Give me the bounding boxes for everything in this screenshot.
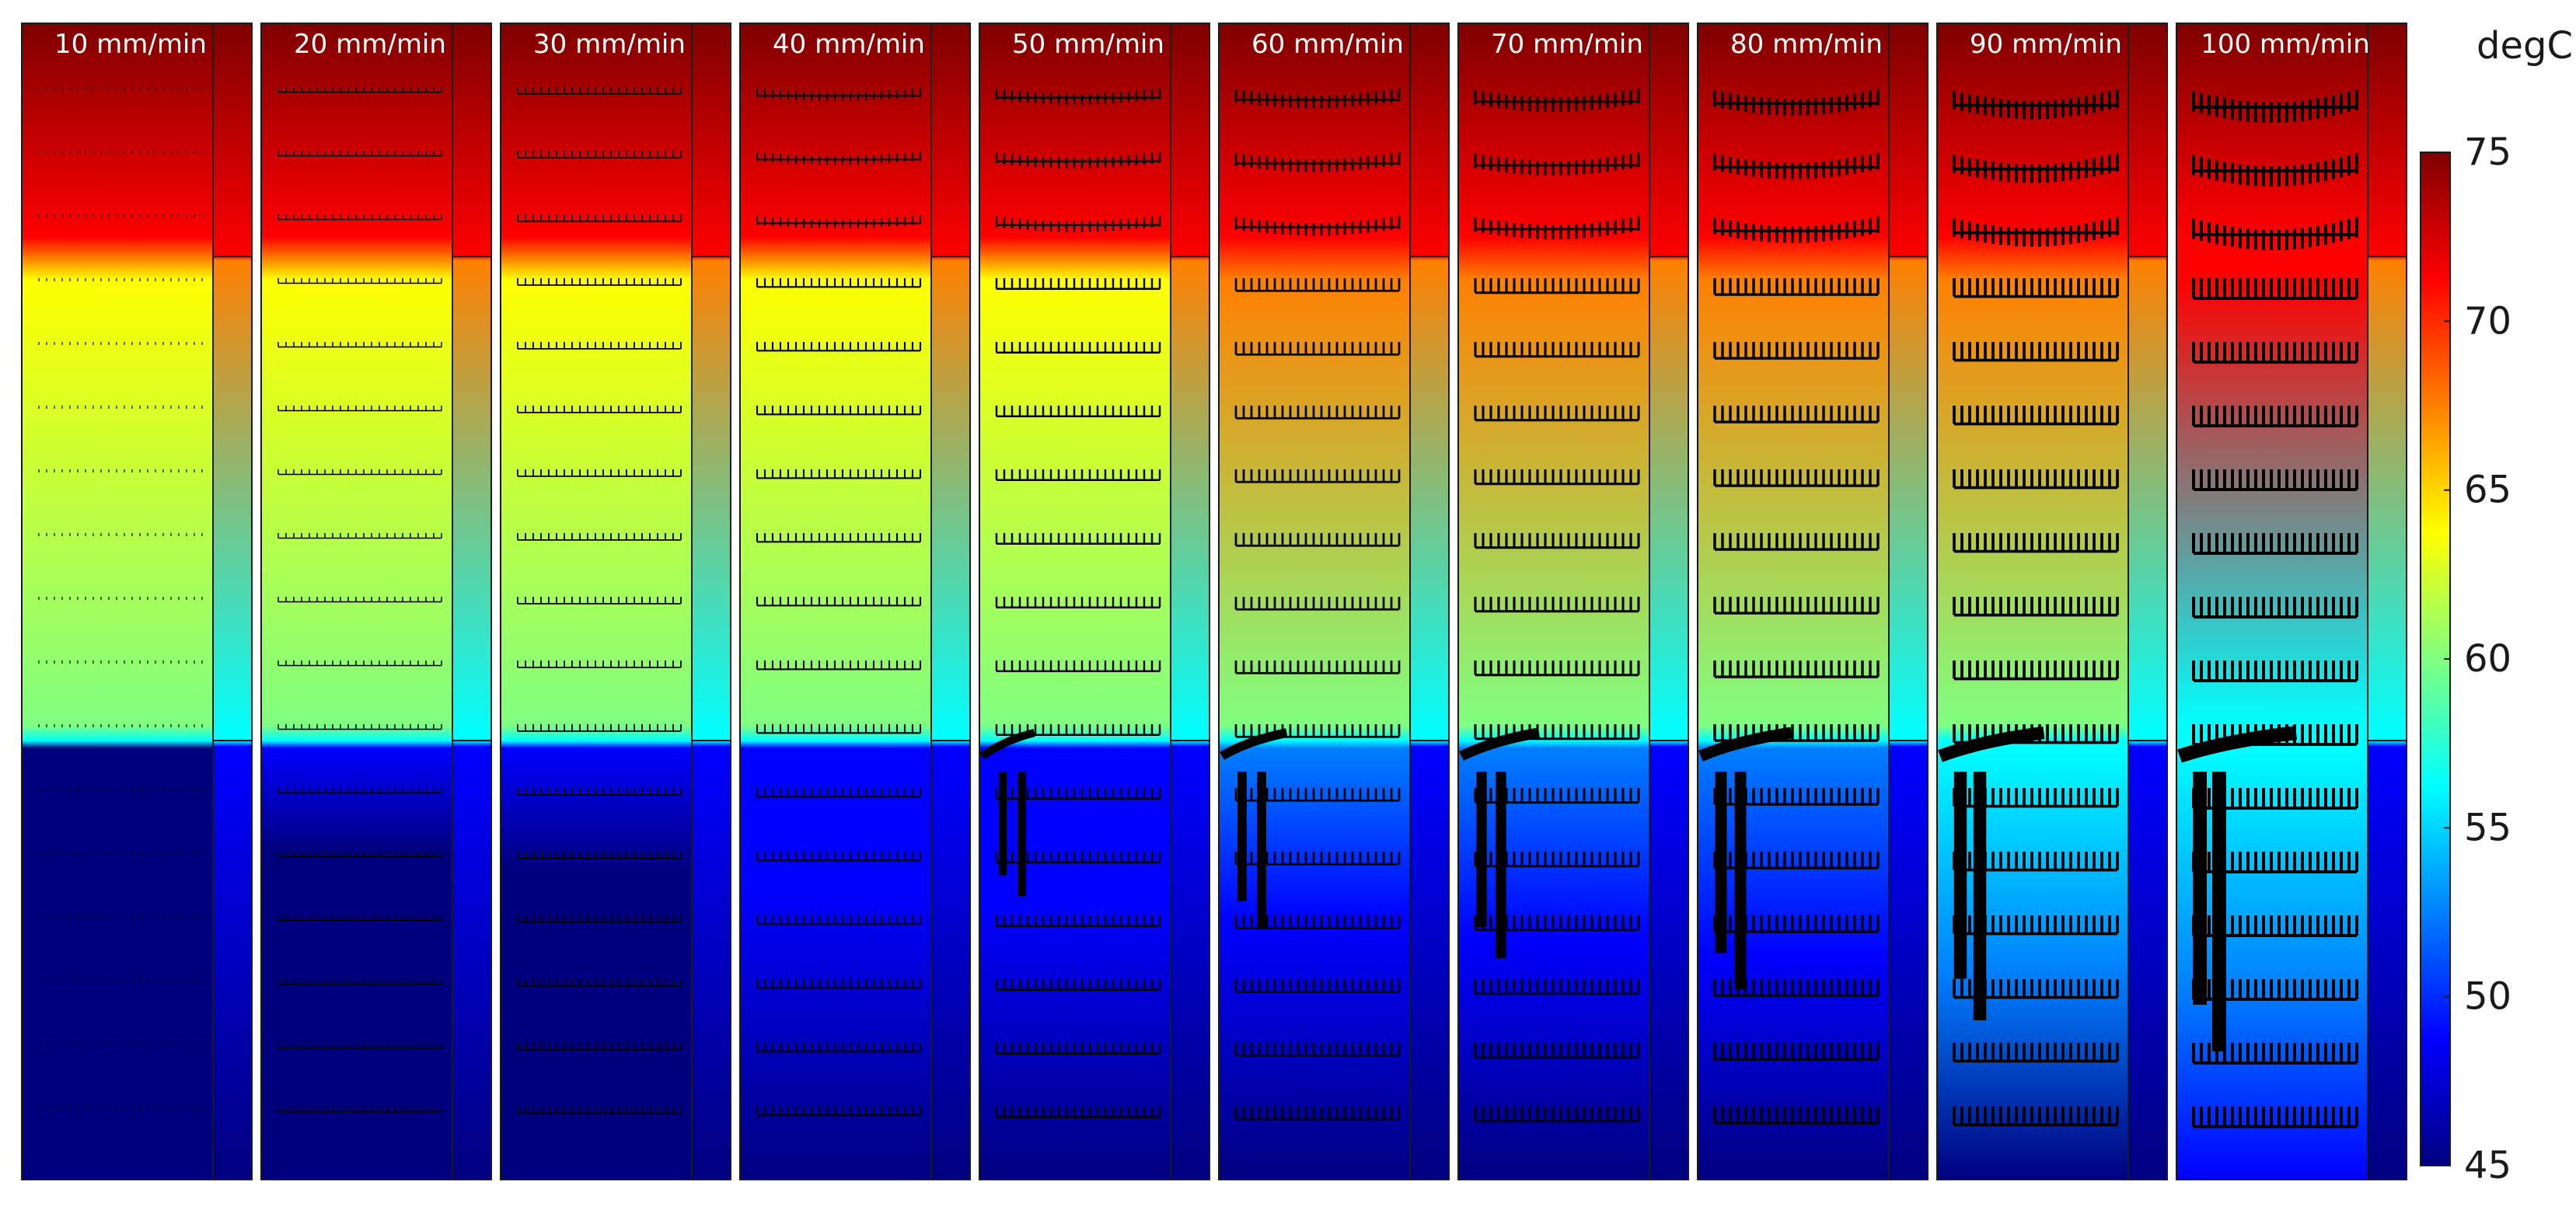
panel-10: 10 mm/min xyxy=(21,23,253,1180)
panel-label: 60 mm/min xyxy=(1251,29,1404,60)
wall-strip xyxy=(692,23,731,1180)
panel-label: 90 mm/min xyxy=(1970,29,2122,60)
panel-20: 20 mm/min xyxy=(260,23,492,1180)
colorbar-tick-label: 70 xyxy=(2464,299,2511,343)
panel-border xyxy=(500,23,731,1180)
panel-border xyxy=(979,23,1210,1180)
velocity-arrows xyxy=(1938,89,2119,1127)
panel-border xyxy=(1936,23,2168,1180)
velocity-arrows xyxy=(756,88,922,1117)
panel-40: 40 mm/min xyxy=(739,23,971,1180)
velocity-arrows xyxy=(2177,89,2358,1128)
velocity-arrows xyxy=(1219,88,1401,1121)
wall-strip xyxy=(1410,23,1449,1180)
wall-strip xyxy=(452,23,491,1180)
panel-border xyxy=(1457,23,1689,1180)
panel-60: 60 mm/min xyxy=(1218,23,1450,1180)
wall-strip xyxy=(1171,23,1209,1180)
panel-70: 70 mm/min xyxy=(1457,23,1689,1180)
panel-label: 40 mm/min xyxy=(773,29,925,60)
panel-80: 80 mm/min xyxy=(1697,23,1929,1180)
panel-label: 100 mm/min xyxy=(2201,29,2370,60)
panel-border xyxy=(21,23,253,1180)
velocity-arrows xyxy=(1459,89,1640,1123)
colorbar-tick-label: 45 xyxy=(2464,1144,2511,1187)
velocity-arrows xyxy=(38,87,203,1110)
panel-30: 30 mm/min xyxy=(500,23,731,1180)
colorbar-tick-label: 55 xyxy=(2464,806,2511,849)
colorbar-title: degC xyxy=(2477,24,2573,68)
panel-border xyxy=(2176,23,2407,1180)
panel-label: 80 mm/min xyxy=(1730,29,1883,60)
velocity-arrows xyxy=(277,87,442,1113)
colorbar-tick-label: 65 xyxy=(2464,469,2511,512)
panel-label: 20 mm/min xyxy=(294,29,446,60)
panel-border xyxy=(739,23,971,1180)
panel-border xyxy=(260,23,492,1180)
colorbar-tick-label: 75 xyxy=(2464,131,2511,174)
panel-label: 50 mm/min xyxy=(1012,29,1164,60)
velocity-arrows xyxy=(979,88,1161,1119)
panel-border xyxy=(1218,23,1450,1180)
wall-strip xyxy=(2368,23,2407,1180)
colorbar-tick-label: 60 xyxy=(2464,637,2511,681)
panel-label: 70 mm/min xyxy=(1491,29,1643,60)
velocity-arrows xyxy=(517,87,682,1114)
panel-90: 90 mm/min xyxy=(1936,23,2168,1180)
wall-strip xyxy=(213,23,252,1180)
velocity-arrows xyxy=(1698,89,1880,1124)
wall-strip xyxy=(1889,23,1928,1180)
panel-label: 10 mm/min xyxy=(54,29,207,60)
wall-strip xyxy=(1649,23,1688,1180)
panel-100: 100 mm/min xyxy=(2176,23,2407,1180)
colorbar: degC 75 70 65 60 55 50 45 xyxy=(2420,24,2573,1187)
wall-strip xyxy=(2128,23,2167,1180)
colorbar-tick-label: 50 xyxy=(2464,975,2511,1019)
panel-50: 50 mm/min xyxy=(979,23,1210,1180)
panel-border xyxy=(1697,23,1929,1180)
wall-strip xyxy=(931,23,970,1180)
panel-label: 30 mm/min xyxy=(533,29,686,60)
panels: 10 mm/min 20 mm/min 30 mm/min 40 mm/min 50 m… xyxy=(21,23,2407,1180)
